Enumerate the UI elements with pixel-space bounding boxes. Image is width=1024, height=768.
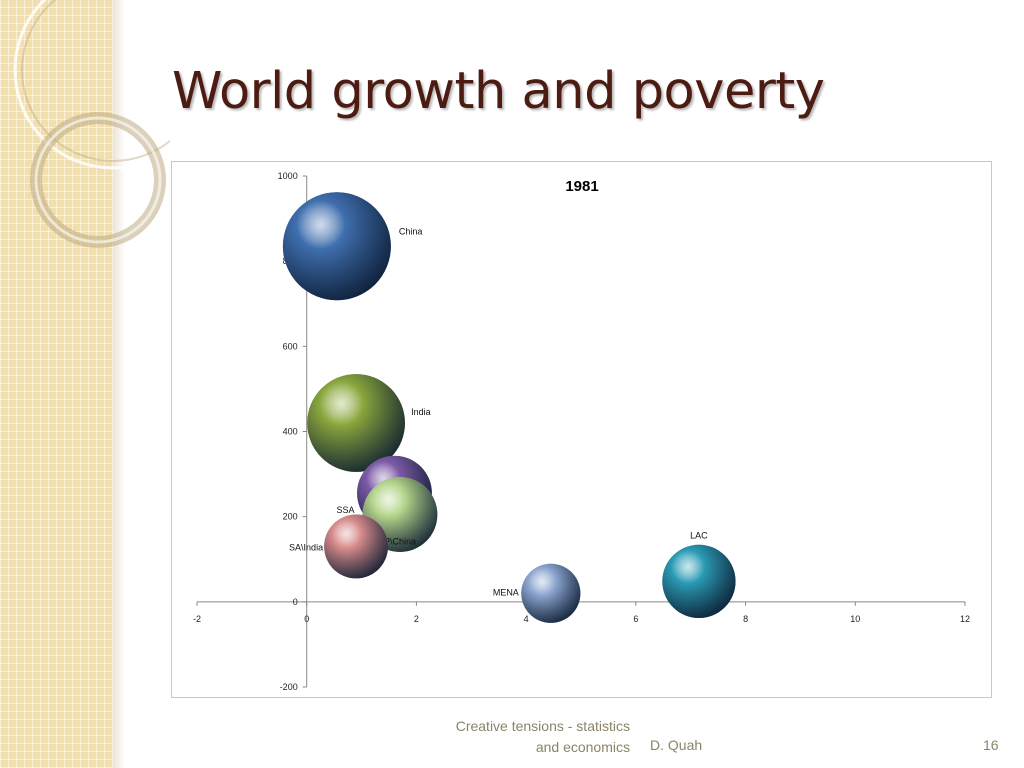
x-tick-label: 2 bbox=[414, 614, 419, 624]
footer-course: Creative tensions - statistics and econo… bbox=[456, 716, 630, 758]
x-tick-label: -2 bbox=[193, 614, 201, 624]
side-band-shadow bbox=[113, 0, 125, 768]
chart-bubbles: China India SSA EAP\China SA\India MENA LAC bbox=[282, 192, 736, 623]
bubble-label: China bbox=[399, 226, 423, 236]
x-tick-label: 8 bbox=[743, 614, 748, 624]
bubble bbox=[521, 563, 581, 623]
footer-course-line1: Creative tensions - statistics bbox=[455, 718, 630, 734]
bubble-label: MENA bbox=[493, 587, 519, 597]
decorative-ring-large-inner bbox=[21, 0, 170, 162]
slide-title: World growth and poverty bbox=[172, 62, 825, 121]
x-tick-label: 10 bbox=[850, 614, 860, 624]
bubble-label: LAC bbox=[690, 530, 708, 540]
decorative-ring-large bbox=[13, 0, 170, 170]
bubble-label: SA\India bbox=[289, 542, 323, 552]
bubble bbox=[282, 192, 391, 301]
x-tick-label: 12 bbox=[960, 614, 970, 624]
x-tick-label: 4 bbox=[524, 614, 529, 624]
decorative-rings bbox=[13, 0, 170, 248]
bubble bbox=[307, 374, 405, 472]
bubble bbox=[324, 514, 389, 579]
bubble-label: SSA bbox=[336, 505, 354, 515]
y-tick-label: 0 bbox=[293, 597, 298, 607]
x-tick-label: 0 bbox=[304, 614, 309, 624]
footer-author: D. Quah bbox=[650, 737, 703, 753]
chart-title: 1981 bbox=[565, 178, 598, 195]
bubble-label: India bbox=[411, 407, 431, 417]
x-tick-label: 6 bbox=[633, 614, 638, 624]
y-tick-label: 200 bbox=[283, 512, 298, 522]
y-tick-label: 600 bbox=[283, 341, 298, 351]
slide-number: 16 bbox=[983, 737, 999, 753]
decorative-ring-small-highlight bbox=[34, 116, 162, 244]
bubble bbox=[662, 544, 736, 619]
y-tick-label: 400 bbox=[283, 427, 298, 437]
y-tick-label: 1000 bbox=[278, 171, 298, 181]
y-tick-label: -200 bbox=[280, 682, 298, 692]
footer-course-line2: and economics bbox=[535, 739, 630, 755]
bubble-label: EAP\China bbox=[372, 537, 416, 547]
